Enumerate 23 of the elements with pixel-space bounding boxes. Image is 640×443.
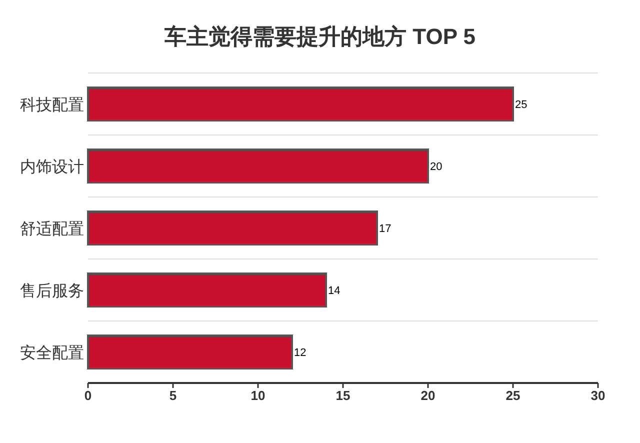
x-tick-label: 25 xyxy=(506,388,520,403)
x-tick-label: 5 xyxy=(169,388,177,403)
bar xyxy=(87,334,293,370)
bar xyxy=(87,86,514,122)
bar xyxy=(87,272,327,308)
x-tick-label: 30 xyxy=(590,388,606,403)
data-label: 25 xyxy=(515,99,528,111)
y-tick-label: 内饰设计 xyxy=(20,158,84,176)
x-tick-label: 10 xyxy=(250,388,266,403)
chart-title: 车主觉得需要提升的地方 TOP 5 xyxy=(164,24,476,49)
x-tick-label: 0 xyxy=(84,388,92,403)
x-tick-label: 15 xyxy=(336,388,350,403)
bar xyxy=(87,210,378,246)
data-label: 20 xyxy=(430,161,442,173)
y-tick-label: 安全配置 xyxy=(20,344,84,362)
data-label: 12 xyxy=(294,347,306,359)
y-tick-label: 售后服务 xyxy=(20,282,84,300)
data-label: 14 xyxy=(328,285,340,297)
bar xyxy=(87,148,429,184)
y-tick-label: 科技配置 xyxy=(20,96,84,114)
x-tick-label: 20 xyxy=(420,388,436,403)
y-tick-label: 舒适配置 xyxy=(20,220,84,238)
data-label: 17 xyxy=(379,223,392,235)
